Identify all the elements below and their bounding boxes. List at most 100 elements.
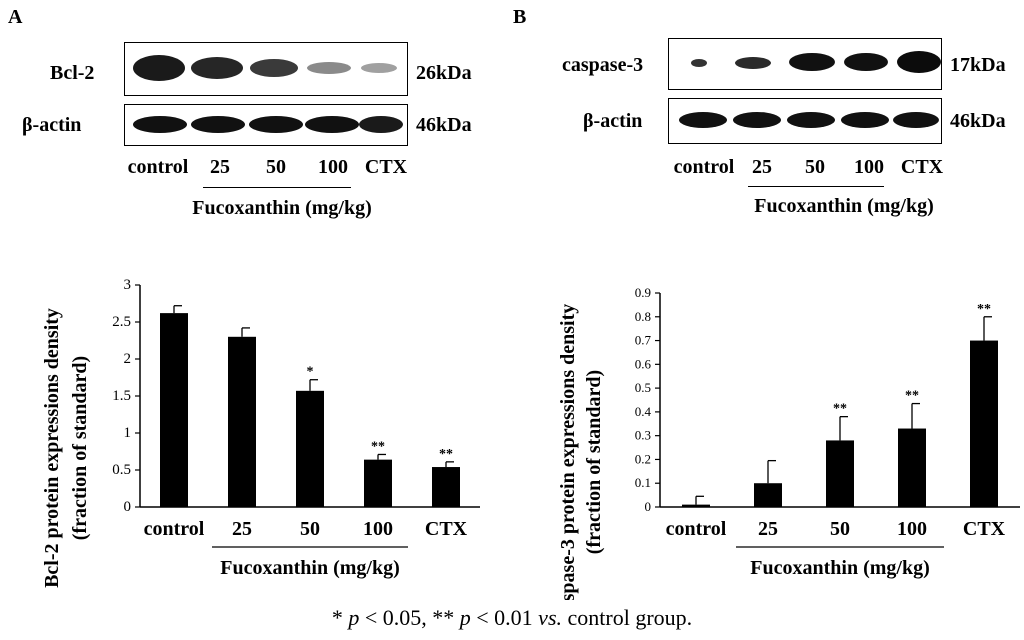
y-tick-label: 0.2 bbox=[635, 451, 651, 466]
blot-band bbox=[133, 116, 187, 133]
y-axis-title: Bcl-2 protein expressions density bbox=[41, 308, 63, 588]
western-blot-actin-a bbox=[124, 104, 408, 146]
blot-band bbox=[191, 57, 243, 79]
y-tick-label: 0.6 bbox=[635, 356, 652, 371]
blot-actin-kda-b: 46kDa bbox=[950, 110, 1006, 132]
x-category-label: 100 bbox=[363, 518, 393, 540]
western-blot-actin-b bbox=[668, 98, 942, 144]
western-blot-target-a bbox=[124, 42, 408, 96]
y-axis-title-secondary: (fraction of standard) bbox=[69, 356, 91, 540]
x-category-label: control bbox=[144, 518, 205, 540]
y-tick-label: 1 bbox=[124, 425, 132, 441]
blot-band bbox=[841, 112, 889, 128]
blot-band bbox=[844, 53, 888, 71]
blot-lane-label: CTX bbox=[364, 156, 408, 178]
blot-group-label-b: Fucoxanthin (mg/kg) bbox=[754, 195, 934, 217]
blot-band bbox=[250, 59, 298, 77]
blot-actin-label-b: β-actin bbox=[583, 110, 643, 132]
blot-band bbox=[305, 116, 359, 133]
bar bbox=[432, 467, 460, 507]
panel-letter-a: A bbox=[8, 6, 23, 28]
x-category-label: control bbox=[666, 518, 727, 540]
bar-chart-b: 0 0.1 0.2 0.3 0.4 0.5 0.6 0.7 0.8 0.9 control 25 ** 5… bbox=[557, 285, 1020, 600]
y-tick-label: 0.9 bbox=[635, 285, 651, 300]
blot-band bbox=[133, 55, 185, 81]
blot-target-label-b: caspase-3 bbox=[562, 54, 644, 76]
y-tick-label: 0 bbox=[124, 499, 132, 515]
footnote-part: < 0.01 bbox=[470, 605, 539, 630]
blot-lane-label: 100 bbox=[318, 156, 348, 178]
x-category-label: 50 bbox=[300, 518, 320, 540]
y-tick-label: 2 bbox=[124, 351, 132, 367]
blot-lane-label: CTX bbox=[900, 156, 944, 178]
blot-band bbox=[679, 112, 727, 128]
bar bbox=[682, 504, 710, 507]
blot-group-line-b bbox=[748, 186, 884, 187]
significance-marker: ** bbox=[371, 439, 385, 454]
panel-letter-b: B bbox=[513, 6, 527, 28]
blot-band bbox=[191, 116, 245, 133]
y-tick-label: 0.3 bbox=[635, 428, 651, 443]
blot-band bbox=[307, 62, 351, 74]
significance-marker: * bbox=[307, 365, 314, 380]
blot-band bbox=[735, 57, 771, 69]
blot-lane-label: 25 bbox=[752, 156, 772, 178]
significance-footnote: * p < 0.05, ** p < 0.01 vs. control grou… bbox=[332, 605, 692, 631]
y-axis-title-secondary: (fraction of standard) bbox=[583, 370, 605, 554]
y-tick-label: 0.5 bbox=[635, 380, 651, 395]
blot-band bbox=[787, 112, 835, 128]
bar bbox=[296, 390, 324, 507]
y-tick-label: 0.1 bbox=[635, 475, 651, 490]
y-tick-label: 0.8 bbox=[635, 309, 651, 324]
bar bbox=[898, 428, 926, 507]
blot-target-kda-b: 17kDa bbox=[950, 54, 1006, 76]
blot-band bbox=[733, 112, 781, 128]
footnote-p-symbol: p bbox=[459, 605, 471, 630]
x-category-label: CTX bbox=[425, 518, 468, 540]
blot-band bbox=[359, 116, 403, 133]
y-axis-title: caspase-3 protein expressions density bbox=[557, 304, 579, 600]
significance-marker: ** bbox=[905, 389, 919, 404]
y-tick-label: 1.5 bbox=[112, 388, 131, 404]
blot-band bbox=[897, 51, 941, 73]
bar bbox=[970, 340, 998, 507]
blot-actin-label-a: β-actin bbox=[22, 114, 82, 136]
footnote-part: * bbox=[331, 605, 349, 630]
y-tick-label: 0.4 bbox=[635, 404, 652, 419]
blot-lane-label: 50 bbox=[805, 156, 825, 178]
bar bbox=[160, 313, 188, 507]
bar bbox=[228, 336, 256, 507]
bar bbox=[826, 440, 854, 507]
blot-band bbox=[249, 116, 303, 133]
blot-lane-label: control bbox=[673, 156, 735, 178]
blot-band bbox=[789, 53, 835, 71]
y-tick-label: 3 bbox=[124, 277, 132, 293]
blot-band bbox=[361, 63, 397, 73]
footnote-p-symbol: p bbox=[348, 605, 360, 630]
x-category-label: 100 bbox=[897, 518, 927, 540]
footnote-part: control group. bbox=[562, 605, 693, 630]
significance-marker: ** bbox=[439, 447, 453, 462]
x-category-label: CTX bbox=[963, 518, 1006, 540]
blot-group-line-a bbox=[203, 187, 351, 188]
bar-chart-a: 0 0.5 1 1.5 2 2.5 3 control 25 * 50 ** 100 ** CTX Fucox… bbox=[41, 277, 480, 588]
significance-marker: ** bbox=[977, 302, 991, 317]
footnote-part: < 0.05, ** bbox=[359, 605, 460, 630]
bar bbox=[364, 459, 392, 507]
y-tick-label: 0 bbox=[645, 499, 652, 514]
y-tick-label: 0.5 bbox=[112, 462, 131, 478]
blot-lane-label: 50 bbox=[266, 156, 286, 178]
group-label: Fucoxanthin (mg/kg) bbox=[220, 557, 399, 579]
x-category-label: 25 bbox=[758, 518, 778, 540]
blot-target-kda-a: 26kDa bbox=[416, 62, 472, 84]
y-tick-label: 2.5 bbox=[112, 314, 131, 330]
blot-lane-label: 25 bbox=[210, 156, 230, 178]
x-category-label: 50 bbox=[830, 518, 850, 540]
blot-band bbox=[691, 59, 707, 67]
footnote-vs: vs. bbox=[538, 605, 563, 630]
blot-lane-label: control bbox=[127, 156, 189, 178]
bar bbox=[754, 483, 782, 507]
blot-group-label-a: Fucoxanthin (mg/kg) bbox=[192, 197, 372, 219]
blot-target-label-a: Bcl-2 bbox=[50, 62, 95, 84]
blot-lane-label: 100 bbox=[854, 156, 884, 178]
